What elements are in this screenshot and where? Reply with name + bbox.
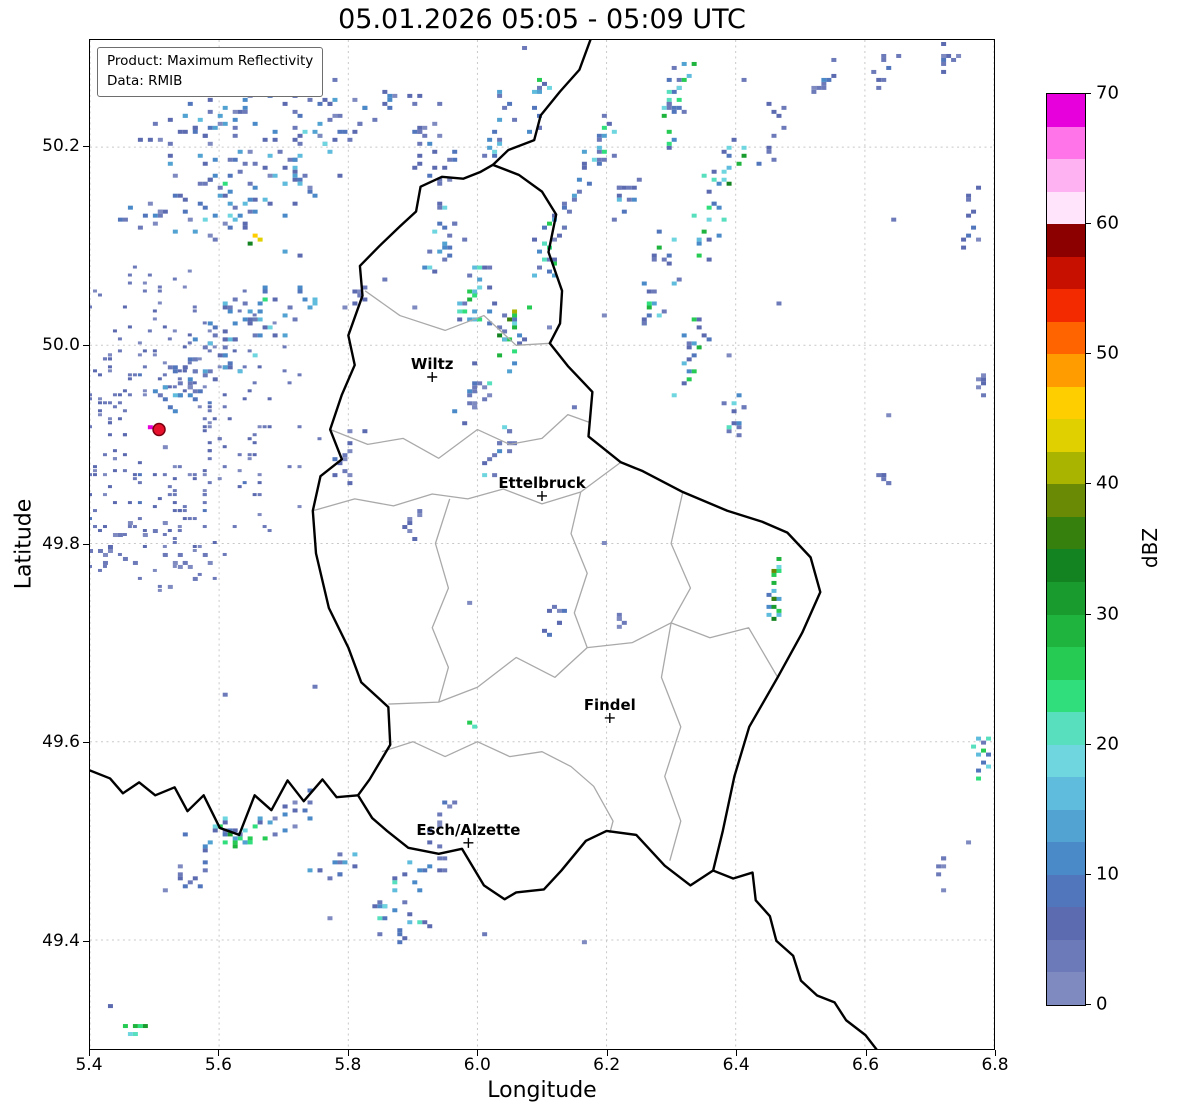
colorbar-segment: [1047, 94, 1085, 127]
x-tick-label: 5.6: [204, 1055, 232, 1075]
colorbar-segment: [1047, 484, 1085, 517]
y-tick-label: 50.0: [42, 334, 80, 355]
colorbar-colors: [1047, 94, 1085, 1005]
x-tick-mark: [347, 1050, 349, 1056]
colorbar-segment: [1047, 191, 1085, 225]
colorbar-segment: [1047, 159, 1085, 192]
y-tick-mark: [83, 940, 89, 942]
colorbar-segment: [1047, 549, 1085, 582]
info-box-source: Data: RMIB: [107, 72, 183, 89]
y-tick-label: 49.6: [42, 732, 80, 753]
x-tick-label: 6.8: [981, 1055, 1009, 1075]
colorbar-label: dBZ: [1138, 527, 1162, 569]
info-box: Product: Maximum Reflectivity Data: RMIB: [97, 47, 324, 98]
colorbar-segment: [1047, 126, 1085, 160]
city-label: Wiltz: [411, 355, 454, 373]
colorbar-tick-label: 60: [1096, 212, 1119, 234]
map-plot-area: Wiltz Ettelbruck Findel Esch/Alzette Produc…: [83, 34, 995, 1053]
city-label: Esch/Alzette: [416, 821, 520, 839]
colorbar-segment: [1047, 256, 1085, 290]
colorbar-segment: [1047, 321, 1085, 355]
city-marker: [604, 712, 615, 723]
colorbar-tick-mark: [1085, 223, 1091, 225]
colorbar-segment: [1047, 581, 1085, 615]
x-axis-label: Longitude: [487, 1078, 597, 1103]
info-box-product: Product: Maximum Reflectivity: [107, 53, 314, 69]
colorbar-segment: [1047, 289, 1085, 322]
colorbar-segment: [1047, 939, 1085, 973]
x-tick-mark: [865, 1050, 867, 1056]
x-tick-mark: [89, 1050, 90, 1056]
x-tick-mark: [477, 1050, 479, 1056]
colorbar-segment: [1047, 777, 1085, 810]
y-tick-mark: [83, 543, 89, 545]
city-markers: Wiltz Ettelbruck Findel Esch/Alzette: [411, 355, 636, 848]
colorbar-tick-label: 70: [1096, 82, 1119, 104]
colorbar-tick-mark: [1085, 873, 1091, 875]
x-tick-label: 6.6: [852, 1055, 880, 1075]
colorbar-tick-mark: [1085, 483, 1091, 485]
colorbar-tick-mark: [1085, 743, 1091, 745]
city-marker: [427, 372, 438, 382]
colorbar-tick-label: 30: [1096, 603, 1119, 625]
luxembourg-border: [311, 163, 822, 901]
x-tick-mark: [736, 1050, 738, 1056]
city-label: Findel: [584, 696, 636, 714]
country-borders: [88, 36, 879, 1053]
colorbar-tick-label: 50: [1096, 342, 1119, 364]
x-tick-mark: [606, 1050, 608, 1056]
city-marker: [463, 837, 474, 848]
y-tick-mark: [83, 344, 89, 346]
x-tick-label: 6.4: [722, 1055, 750, 1075]
y-tick-label: 49.8: [42, 533, 80, 554]
x-tick-label: 6.0: [463, 1055, 491, 1075]
colorbar-tick-label: 40: [1096, 472, 1119, 494]
figure-title: 05.01.2026 05:05 - 05:09 UTC: [338, 4, 746, 35]
colorbar-segment: [1047, 354, 1085, 387]
colorbar-segment: [1047, 874, 1085, 908]
x-tick-label: 5.8: [334, 1055, 362, 1075]
x-tick-label: 5.4: [75, 1055, 103, 1075]
x-tick-mark: [218, 1050, 220, 1056]
colorbar-tick-label: 20: [1096, 733, 1119, 755]
y-tick-mark: [83, 742, 89, 744]
city-marker: [537, 490, 547, 501]
colorbar-segment: [1047, 744, 1085, 778]
colorbar-segment: [1047, 614, 1085, 648]
radar-site-marker: [152, 422, 166, 437]
colorbar-segment: [1047, 809, 1085, 843]
y-tick-label: 49.4: [42, 930, 80, 951]
radar-echo-layer: [83, 34, 992, 1037]
colorbar-segment: [1047, 907, 1085, 940]
colorbar-segment: [1047, 419, 1085, 452]
y-tick-label: 50.2: [42, 136, 80, 157]
colorbar-segment: [1047, 712, 1085, 745]
x-tick-label: 6.2: [593, 1055, 621, 1075]
map-canvas: Wiltz Ettelbruck Findel Esch/Alzette: [83, 34, 995, 1053]
colorbar-segment: [1047, 224, 1085, 257]
colorbar-tick-mark: [1085, 353, 1091, 355]
colorbar: [1046, 93, 1086, 1006]
x-tick-mark: [995, 1050, 996, 1056]
colorbar-segment: [1047, 679, 1085, 713]
colorbar-tick-label: 0: [1096, 993, 1108, 1015]
city-label: Ettelbruck: [498, 474, 586, 492]
colorbar-segment: [1047, 842, 1085, 875]
colorbar-segment: [1047, 451, 1085, 485]
colorbar-segment: [1047, 386, 1085, 420]
colorbar-tick-mark: [1085, 1004, 1091, 1005]
y-tick-mark: [83, 146, 89, 148]
district-borders: [312, 290, 779, 861]
colorbar-segment: [1047, 972, 1085, 1005]
colorbar-segment: [1047, 516, 1085, 550]
colorbar-tick-mark: [1085, 93, 1091, 94]
colorbar-tick-mark: [1085, 613, 1091, 615]
colorbar-tick-label: 10: [1096, 863, 1119, 885]
colorbar-segment: [1047, 647, 1085, 680]
